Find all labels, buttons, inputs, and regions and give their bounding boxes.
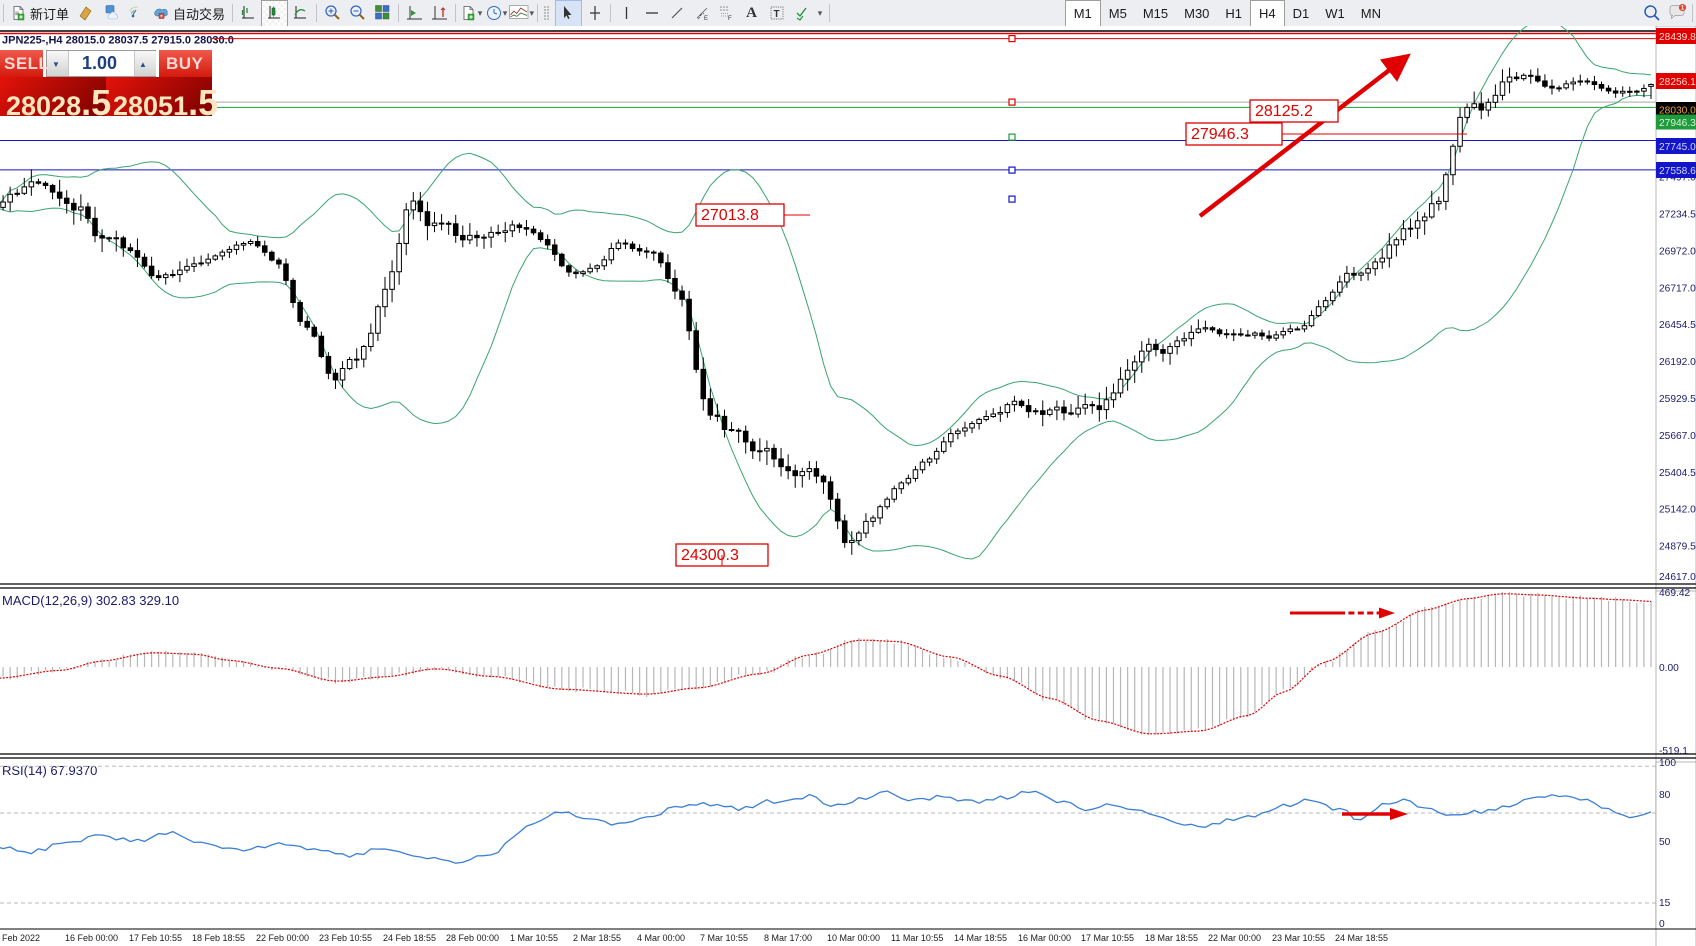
svg-text:23 Feb 10:55: 23 Feb 10:55 [319,933,372,943]
svg-text:15: 15 [1659,898,1671,909]
svg-text:16 Feb 00:00: 16 Feb 00:00 [65,933,118,943]
svg-text:Feb 2022: Feb 2022 [2,933,40,943]
svg-text:24879.5: 24879.5 [1659,542,1696,553]
svg-text:E: E [704,16,708,21]
svg-text:8 Mar 17:00: 8 Mar 17:00 [764,933,812,943]
svg-text:17 Mar 10:55: 17 Mar 10:55 [1081,933,1134,943]
svg-text:MACD(12,26,9) 302.83 329.10: MACD(12,26,9) 302.83 329.10 [2,593,179,608]
svg-text:27013.8: 27013.8 [701,207,759,224]
svg-text:1 Mar 10:55: 1 Mar 10:55 [510,933,558,943]
svg-text:25404.5: 25404.5 [1659,468,1696,479]
svg-text:RSI(14) 67.9370: RSI(14) 67.9370 [2,763,97,778]
svg-text:17 Feb 10:55: 17 Feb 10:55 [129,933,182,943]
svg-text:27558.6: 27558.6 [1659,166,1696,177]
svg-text:16 Mar 00:00: 16 Mar 00:00 [1018,933,1071,943]
svg-text:22 Mar 00:00: 22 Mar 00:00 [1208,933,1261,943]
svg-text:28 Feb 00:00: 28 Feb 00:00 [446,933,499,943]
svg-text:F: F [728,16,732,21]
svg-text:24 Feb 18:55: 24 Feb 18:55 [383,933,436,943]
svg-text:10 Mar 00:00: 10 Mar 00:00 [827,933,880,943]
svg-text:24300.3: 24300.3 [681,547,739,564]
svg-text:28256.1: 28256.1 [1659,77,1696,88]
svg-text:22 Feb 00:00: 22 Feb 00:00 [256,933,309,943]
svg-text:0.00: 0.00 [1659,663,1679,674]
svg-text:2 Mar 18:55: 2 Mar 18:55 [573,933,621,943]
svg-text:27946.3: 27946.3 [1191,126,1249,143]
svg-text:4 Mar 00:00: 4 Mar 00:00 [637,933,685,943]
svg-text:25667.0: 25667.0 [1659,431,1696,442]
svg-text:50: 50 [1659,837,1671,848]
svg-text:25929.5: 25929.5 [1659,394,1696,405]
svg-text:23 Mar 10:55: 23 Mar 10:55 [1272,933,1325,943]
svg-text:27745.0: 27745.0 [1659,142,1696,153]
svg-text:26972.0: 26972.0 [1659,246,1696,257]
svg-text:80: 80 [1659,790,1671,801]
svg-text:JPN225-,H4 28015.0 28037.5 27: JPN225-,H4 28015.0 28037.5 27915.0 28030… [2,35,234,47]
svg-text:27946.3: 27946.3 [1659,118,1696,129]
svg-text:27234.5: 27234.5 [1659,210,1696,221]
svg-text:28125.2: 28125.2 [1255,103,1313,120]
svg-text:T: T [773,9,779,20]
svg-text:25142.0: 25142.0 [1659,505,1696,516]
svg-text:18 Mar 18:55: 18 Mar 18:55 [1145,933,1198,943]
svg-text:26192.0: 26192.0 [1659,357,1696,368]
svg-text:11 Mar 10:55: 11 Mar 10:55 [891,933,943,943]
svg-text:7 Mar 10:55: 7 Mar 10:55 [700,933,748,943]
svg-text:28439.8: 28439.8 [1659,32,1696,43]
svg-text:24 Mar 18:55: 24 Mar 18:55 [1335,933,1388,943]
svg-text:26454.5: 26454.5 [1659,320,1696,331]
svg-text:0: 0 [1659,919,1665,930]
svg-text:18 Feb 18:55: 18 Feb 18:55 [192,933,245,943]
svg-text:24617.0: 24617.0 [1659,572,1696,583]
svg-text:469.42: 469.42 [1659,588,1690,599]
svg-text:14 Mar 18:55: 14 Mar 18:55 [954,933,1007,943]
svg-text:-519.1: -519.1 [1659,746,1688,757]
svg-text:100: 100 [1659,758,1676,769]
svg-text:26717.0: 26717.0 [1659,283,1696,294]
